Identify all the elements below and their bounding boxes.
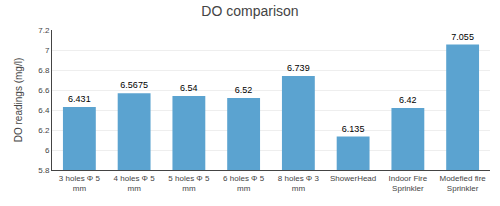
svg-text:6.6: 6.6 — [38, 86, 50, 95]
svg-text:DO comparison: DO comparison — [201, 3, 298, 19]
svg-text:6.52: 6.52 — [235, 85, 253, 95]
svg-text:Indoor FireSprinkler: Indoor FireSprinkler — [389, 174, 428, 193]
svg-text:6.431: 6.431 — [68, 94, 91, 104]
svg-text:7.2: 7.2 — [38, 26, 50, 35]
svg-text:7: 7 — [45, 46, 50, 55]
svg-text:5 holes Φ 5mm: 5 holes Φ 5mm — [168, 174, 210, 193]
svg-text:6 holes Φ 5mm: 6 holes Φ 5mm — [223, 174, 265, 193]
svg-text:6.135: 6.135 — [342, 124, 365, 134]
svg-text:7.055: 7.055 — [451, 32, 474, 42]
svg-text:6.5675: 6.5675 — [120, 80, 148, 90]
svg-text:6.8: 6.8 — [38, 66, 50, 75]
svg-text:Modefied fireSprinkler: Modefied fireSprinkler — [440, 174, 487, 193]
svg-text:4 holes Φ 5mm: 4 holes Φ 5mm — [114, 174, 156, 193]
svg-text:6.739: 6.739 — [287, 63, 310, 73]
svg-text:6.4: 6.4 — [38, 106, 50, 115]
svg-text:5.8: 5.8 — [38, 166, 50, 175]
svg-text:ShowerHead: ShowerHead — [330, 174, 376, 183]
svg-text:6: 6 — [45, 146, 50, 155]
svg-text:6.2: 6.2 — [38, 126, 50, 135]
svg-text:DO readings (mg/l): DO readings (mg/l) — [13, 58, 24, 142]
svg-text:6.54: 6.54 — [180, 83, 198, 93]
svg-text:6.42: 6.42 — [399, 95, 417, 105]
svg-text:8 holes Φ 3mm: 8 holes Φ 3mm — [278, 174, 320, 193]
svg-text:3 holes Φ 5mm: 3 holes Φ 5mm — [59, 174, 101, 193]
